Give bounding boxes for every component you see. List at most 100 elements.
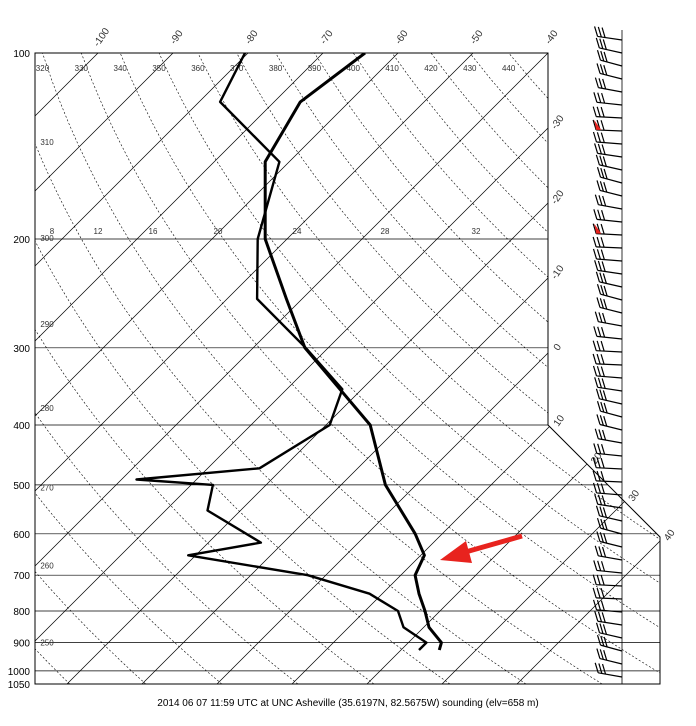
dry-adiabat: [314, 53, 660, 684]
barb-feather: [599, 272, 604, 283]
barb-feather: [592, 470, 597, 482]
barb-feather: [603, 519, 608, 531]
barb-feather: [603, 416, 608, 427]
barb-feather: [603, 650, 608, 661]
adiabat-label: 330: [75, 64, 89, 73]
barb-staff: [599, 47, 623, 54]
barb-feather: [600, 366, 605, 377]
barb-feather: [594, 494, 599, 505]
isotherm: [141, 53, 660, 684]
annotation-arrow: [440, 533, 523, 563]
dry-adiabat: [275, 53, 660, 684]
isotherm: [35, 53, 549, 684]
arrow-shaft: [461, 533, 523, 556]
barb-feather: [597, 143, 602, 155]
barb-feather: [592, 119, 597, 131]
barb-staff: [599, 72, 623, 80]
pressure-label: 1000: [8, 667, 31, 678]
barb-staff: [599, 281, 623, 288]
barb-feather: [600, 106, 605, 118]
adiabat-label: 410: [385, 64, 399, 73]
barb-feather: [602, 78, 607, 90]
barb-feather: [601, 327, 606, 338]
mixing-ratio-label: 20: [214, 227, 223, 236]
barb-feather: [598, 546, 603, 557]
barb-feather: [596, 180, 601, 191]
barb-feather: [596, 470, 601, 482]
barb-staff: [596, 569, 623, 574]
barb-staff: [597, 503, 623, 509]
pressure-label: 800: [13, 607, 30, 618]
adiabat-label: 300: [40, 234, 54, 243]
barb-feather: [603, 636, 608, 648]
barb-feather: [600, 600, 605, 611]
barb-staff: [599, 189, 623, 197]
barb-staff: [596, 363, 623, 366]
barb-feather: [600, 635, 605, 647]
barb-feather: [600, 561, 606, 572]
barb-feather: [600, 574, 605, 586]
barb-feather: [596, 49, 602, 61]
barb-feather: [599, 155, 604, 166]
barb-staff: [596, 246, 623, 249]
barb-feather: [592, 482, 598, 494]
barb-feather: [600, 483, 605, 494]
adiabat-label: 310: [40, 138, 54, 147]
adiabat-label: 390: [308, 64, 322, 73]
barb-staff: [596, 467, 623, 470]
barb-feather: [594, 611, 599, 622]
barb-feather: [602, 39, 607, 50]
adiabat-label: 280: [40, 404, 54, 413]
pressure-label: 600: [13, 530, 30, 541]
barb-feather: [592, 223, 597, 234]
barb-feather: [594, 26, 599, 37]
barb-feather: [600, 588, 605, 599]
barb-feather: [603, 64, 608, 76]
barb-feather: [595, 505, 601, 516]
barb-staff: [599, 164, 623, 171]
barb-staff: [596, 258, 623, 262]
isotherm: [366, 53, 660, 684]
barb-feather: [599, 64, 605, 75]
barb-feather: [596, 400, 602, 412]
barb-feather: [600, 518, 605, 530]
pressure-label: 400: [13, 421, 30, 432]
barb-feather: [593, 443, 598, 454]
barb-feather: [596, 297, 601, 308]
barb-feather: [592, 365, 598, 377]
barb-feather: [599, 298, 604, 309]
barb-feather: [600, 340, 605, 352]
barb-feather: [601, 261, 606, 272]
barb-feather: [603, 402, 608, 414]
dewpoint-trace: [135, 53, 428, 651]
barb-feather: [600, 471, 605, 482]
mixing-ratio-label: 12: [94, 227, 103, 236]
barb-feather: [602, 390, 607, 401]
barb-staff: [597, 269, 623, 275]
barb-staff: [600, 293, 623, 301]
barb-feather: [596, 574, 601, 586]
barb-feather: [594, 143, 599, 154]
barb-staff: [600, 59, 623, 67]
barb-feather: [595, 388, 601, 400]
barb-feather: [592, 131, 598, 143]
pressure-label: 1050: [8, 680, 31, 691]
barb-feather: [600, 167, 605, 179]
dry-adiabat: [35, 53, 527, 684]
barb-feather: [594, 311, 599, 322]
arrow-head: [440, 541, 472, 563]
barb-staff: [598, 555, 623, 561]
barb-feather: [594, 662, 599, 673]
barb-staff: [596, 141, 623, 145]
barb-feather: [600, 50, 605, 62]
barb-feather: [601, 92, 606, 104]
barb-staff: [596, 609, 623, 613]
barb-feather: [592, 587, 597, 599]
barb-feather: [594, 77, 599, 88]
adiabat-label: 440: [502, 64, 516, 73]
barb-staff: [599, 398, 623, 405]
barb-staff: [596, 480, 623, 483]
barb-feather: [599, 181, 604, 192]
barb-feather: [596, 249, 601, 260]
barb-feather: [603, 168, 608, 180]
